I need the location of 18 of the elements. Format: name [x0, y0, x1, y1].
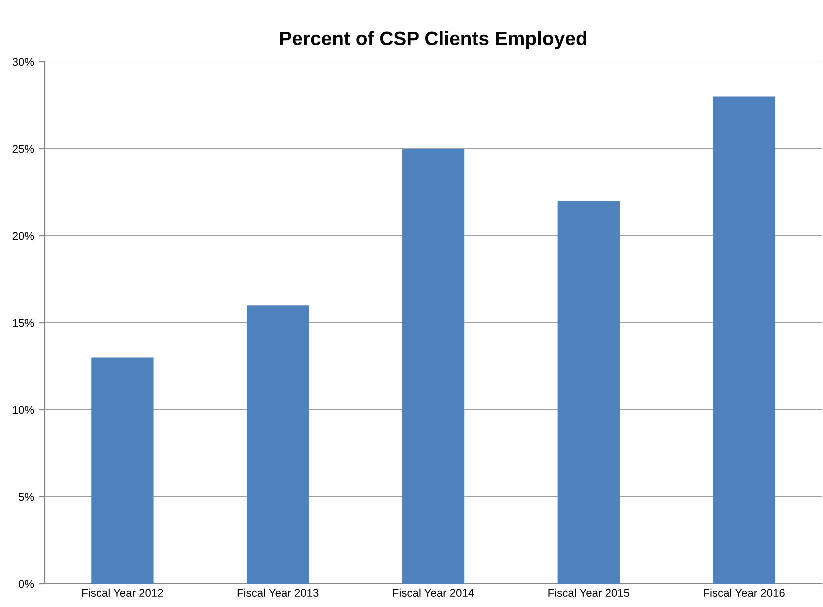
chart-title: Percent of CSP Clients Employed [280, 31, 587, 50]
y-tick-label: 0% [18, 580, 34, 588]
y-tick-label: 10% [13, 406, 34, 414]
y-tick-label: 20% [12, 232, 34, 240]
y-tick-label: 25% [12, 145, 34, 154]
y-tick-label: 15% [13, 319, 34, 328]
y-tick-label: 5% [18, 493, 34, 502]
bar [92, 358, 154, 584]
bar [713, 96, 776, 584]
bar [247, 306, 310, 584]
x-tick-label: Fiscal Year 2016 [704, 588, 785, 598]
x-tick-label: Fiscal Year 2013 [238, 588, 319, 598]
y-tick-label: 30% [12, 58, 34, 66]
x-tick-label: Fiscal Year 2012 [82, 588, 164, 598]
bar [558, 201, 620, 584]
x-tick-label: Fiscal Year 2015 [548, 588, 630, 598]
bar [402, 149, 465, 584]
x-tick-label: Fiscal Year 2014 [393, 588, 474, 598]
